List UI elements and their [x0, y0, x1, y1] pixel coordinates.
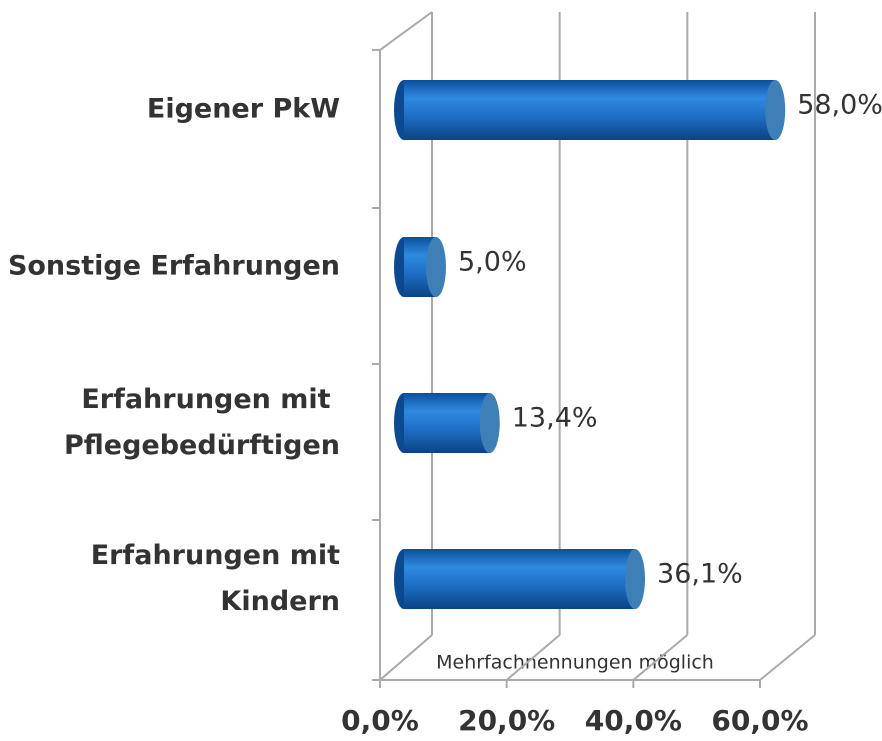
- grid-line: [632, 634, 688, 681]
- bar-body: [404, 549, 636, 609]
- x-tick-label: 0,0%: [341, 704, 419, 737]
- left-wall-top: [379, 11, 433, 51]
- bar-body: [404, 393, 490, 453]
- bar-cap: [765, 80, 786, 140]
- bar-cap: [479, 393, 500, 453]
- value-label: 36,1%: [657, 559, 743, 590]
- bar-cap: [625, 549, 646, 609]
- x-tick-label: 60,0%: [711, 704, 808, 737]
- grid-line: [379, 634, 433, 681]
- value-label: 5,0%: [458, 247, 527, 278]
- walls: [372, 11, 760, 681]
- annotation: Mehrfachnennungen möglich: [436, 652, 714, 674]
- bar-body: [404, 80, 776, 140]
- bar: [394, 237, 446, 297]
- bar: [394, 80, 786, 140]
- category-label: Eigener PkW: [147, 94, 340, 125]
- value-label: 13,4%: [512, 403, 598, 434]
- grid-line: [759, 634, 816, 681]
- bar-cap: [426, 237, 446, 297]
- x-tick-label: 40,0%: [585, 704, 682, 737]
- bar: [394, 393, 500, 453]
- value-label: 58,0%: [797, 90, 882, 121]
- category-label: Erfahrungen mit Pflegebedürftigen: [64, 384, 340, 461]
- category-label: Erfahrungen mit Kindern: [91, 540, 340, 617]
- bar: [394, 549, 646, 609]
- category-label: Sonstige Erfahrungen: [8, 251, 340, 282]
- grid-line: [506, 634, 561, 681]
- x-tick-label: 20,0%: [458, 704, 555, 737]
